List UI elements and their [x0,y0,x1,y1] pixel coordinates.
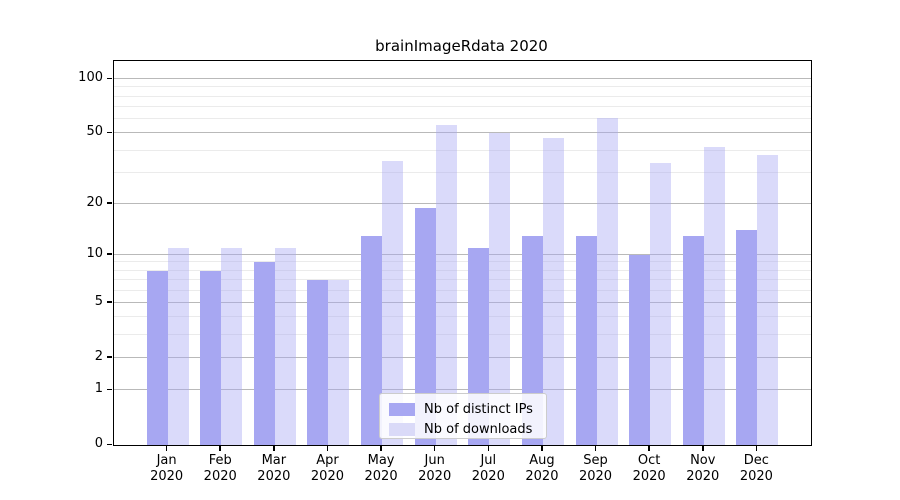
x-tick-mark [594,445,597,451]
x-tick-mark [219,445,221,451]
gridline-minor [114,95,811,97]
x-tick-mark [273,445,275,451]
bar-downloads-jun [435,124,457,445]
x-tick-label-jan: Jan 2020 [150,453,184,484]
y-tick-mark [107,388,112,391]
y-tick-mark [107,253,112,255]
plot-area: Nb of distinct IPs Nb of downloads [113,60,812,446]
gridline-minor [114,106,811,108]
bar-ips-jun [414,207,436,445]
x-tick-label-may: May 2020 [364,453,398,484]
bar-downloads-apr [328,280,350,445]
legend-swatch-downloads [389,422,415,436]
gridline-minor [114,118,811,120]
gridline-minor [114,289,811,291]
x-tick-label-jul: Jul 2020 [471,453,505,484]
bar-ips-feb [200,270,222,445]
x-tick-label-feb: Feb 2020 [203,453,237,484]
y-tick-mark [107,202,112,204]
legend-label-downloads: Nb of downloads [424,421,533,437]
x-tick-label-aug: Aug 2020 [525,453,559,484]
bar-downloads-nov [703,146,725,445]
bar-ips-dec [736,230,758,445]
bar-downloads-may [382,160,404,445]
bar-downloads-mar [274,248,296,445]
bar-downloads-aug [542,138,564,445]
gridline-major [114,202,811,204]
bar-ips-may [361,235,383,445]
gridline-minor [114,269,811,271]
gridline-major [114,78,811,80]
gridline-minor [114,149,811,151]
x-tick-mark [487,445,490,451]
gridline-minor [114,171,811,173]
bar-downloads-oct [650,163,672,445]
bar-ips-jan [146,270,168,445]
gridline-major [114,356,811,358]
x-tick-mark [165,445,168,451]
bar-downloads-feb [221,248,243,445]
bar-downloads-sep [596,117,618,445]
x-tick-label-nov: Nov 2020 [686,453,720,484]
bar-ips-nov [682,235,704,445]
gridline-minor [114,261,811,263]
bar-ips-aug [521,235,543,445]
y-tick-label: 10 [86,245,103,261]
bar-downloads-jan [167,248,189,445]
bar-ips-oct [629,254,651,445]
y-tick-mark [107,131,112,134]
gridline-minor [114,316,811,318]
gridline-minor [114,86,811,88]
x-tick-mark [433,445,436,451]
y-tick-label: 50 [86,124,103,140]
x-tick-label-sep: Sep 2020 [578,453,613,484]
legend-label-distinct-ips: Nb of distinct IPs [424,401,533,417]
y-tick-label: 0 [94,436,103,451]
gridline-major [114,301,811,303]
y-tick-mark [107,77,112,80]
x-tick-label-dec: Dec 2020 [739,453,773,484]
legend-swatch-distinct-ips [389,402,415,416]
legend: Nb of distinct IPs Nb of downloads [379,393,547,439]
y-tick-label: 5 [94,293,103,309]
x-tick-mark [380,445,382,451]
y-tick-label: 2 [94,348,103,364]
x-tick-label-oct: Oct 2020 [632,453,666,484]
x-tick-mark [702,445,704,451]
bar-ips-mar [253,262,275,445]
gridline-major [114,253,811,255]
gridline-major [114,389,811,391]
x-tick-label-jun: Jun 2020 [418,453,452,484]
legend-item-distinct-ips: Nb of distinct IPs [389,400,538,418]
x-tick-mark [755,445,758,451]
gridline-minor [114,279,811,281]
chart-title: brainImageRdata 2020 [375,37,548,55]
y-tick-label: 1 [94,381,103,397]
gridline-minor [114,334,811,336]
y-tick-label: 100 [78,70,103,86]
x-tick-label-apr: Apr 2020 [310,453,344,484]
x-tick-mark [541,445,543,451]
gridline-major [114,132,811,134]
x-tick-label-mar: Mar 2020 [257,453,291,484]
legend-item-downloads: Nb of downloads [389,420,538,438]
y-tick-mark [107,443,112,445]
y-tick-mark [107,356,112,358]
bar-ips-sep [575,235,597,445]
x-tick-mark [326,445,329,451]
x-tick-mark [648,445,650,451]
bar-downloads-dec [757,154,779,445]
y-tick-mark [107,301,112,303]
y-tick-label: 20 [86,194,103,210]
bar-downloads-jul [489,133,511,445]
bar-ips-apr [307,280,329,445]
